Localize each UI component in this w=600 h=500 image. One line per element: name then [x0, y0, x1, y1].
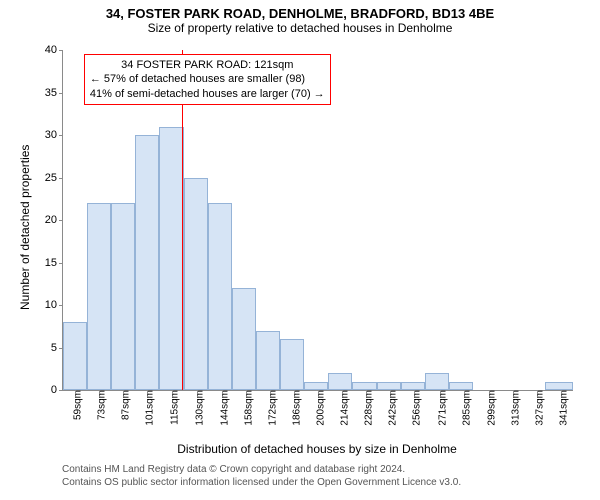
- histogram-bar: [135, 135, 159, 390]
- histogram-bar: [111, 203, 135, 390]
- histogram-bar: [352, 382, 376, 391]
- x-tick-mark: [172, 390, 173, 394]
- x-tick-mark: [489, 390, 490, 394]
- y-axis-label: Number of detached properties: [18, 145, 32, 310]
- y-tick: 20: [45, 214, 63, 226]
- x-tick: 186sqm: [285, 390, 302, 426]
- x-tick-mark: [366, 390, 367, 394]
- x-tick: 313sqm: [504, 390, 521, 426]
- histogram-bar: [304, 382, 328, 391]
- x-tick-mark: [270, 390, 271, 394]
- x-axis-label: Distribution of detached houses by size …: [62, 442, 572, 456]
- y-tick: 30: [45, 129, 63, 141]
- y-tick: 35: [45, 87, 63, 99]
- x-tick: 101sqm: [139, 390, 156, 426]
- x-tick-mark: [537, 390, 538, 394]
- x-tick-mark: [561, 390, 562, 394]
- x-tick-mark: [390, 390, 391, 394]
- histogram-bar: [401, 382, 425, 391]
- x-tick: 242sqm: [382, 390, 399, 426]
- histogram-bar: [184, 178, 208, 391]
- x-tick-mark: [513, 390, 514, 394]
- x-tick-mark: [75, 390, 76, 394]
- x-tick-mark: [197, 390, 198, 394]
- x-tick: 144sqm: [213, 390, 230, 426]
- annotation-line: 34 FOSTER PARK ROAD: 121sqm: [90, 58, 325, 72]
- annotation-line: 41% of semi-detached houses are larger (…: [90, 87, 325, 101]
- y-tick: 0: [51, 384, 63, 396]
- x-tick: 285sqm: [456, 390, 473, 426]
- x-tick-mark: [246, 390, 247, 394]
- x-tick: 271sqm: [432, 390, 449, 426]
- chart-title-line2: Size of property relative to detached ho…: [0, 21, 600, 35]
- y-tick: 5: [51, 342, 63, 354]
- footer-attribution-line1: Contains HM Land Registry data © Crown c…: [62, 464, 405, 475]
- x-tick: 59sqm: [67, 390, 84, 420]
- histogram-bar: [280, 339, 304, 390]
- histogram-bar: [232, 288, 256, 390]
- annotation-box: 34 FOSTER PARK ROAD: 121sqm← 57% of deta…: [84, 54, 331, 105]
- x-tick: 341sqm: [552, 390, 569, 426]
- x-tick: 228sqm: [358, 390, 375, 426]
- y-tick: 25: [45, 172, 63, 184]
- y-tick: 40: [45, 44, 63, 56]
- x-tick-mark: [318, 390, 319, 394]
- histogram-bar: [328, 373, 352, 390]
- x-tick-mark: [414, 390, 415, 394]
- x-tick-mark: [222, 390, 223, 394]
- annotation-line: ← 57% of detached houses are smaller (98…: [90, 72, 325, 86]
- x-tick: 256sqm: [406, 390, 423, 426]
- histogram-bar: [377, 382, 401, 391]
- x-tick-mark: [342, 390, 343, 394]
- x-tick: 214sqm: [334, 390, 351, 426]
- x-tick: 115sqm: [163, 390, 180, 425]
- x-tick-mark: [99, 390, 100, 394]
- footer-attribution-line2: Contains OS public sector information li…: [62, 477, 461, 488]
- x-tick: 200sqm: [310, 390, 327, 426]
- histogram-bar: [545, 382, 573, 391]
- x-tick: 158sqm: [237, 390, 254, 426]
- x-tick: 299sqm: [480, 390, 497, 426]
- histogram-bar: [63, 322, 87, 390]
- x-tick: 73sqm: [91, 390, 108, 420]
- y-tick: 15: [45, 257, 63, 269]
- histogram-bar: [87, 203, 111, 390]
- histogram-bar: [449, 382, 473, 391]
- x-tick: 172sqm: [261, 390, 278, 426]
- histogram-bar: [159, 127, 183, 391]
- x-tick-mark: [464, 390, 465, 394]
- x-tick: 87sqm: [115, 390, 132, 420]
- histogram-bar: [425, 373, 449, 390]
- x-tick: 327sqm: [528, 390, 545, 426]
- y-tick: 10: [45, 299, 63, 311]
- x-tick: 130sqm: [189, 390, 206, 426]
- histogram-bar: [208, 203, 232, 390]
- histogram-bar: [256, 331, 280, 391]
- x-tick-mark: [294, 390, 295, 394]
- plot-area: 051015202530354059sqm73sqm87sqm101sqm115…: [62, 50, 573, 391]
- x-tick-mark: [147, 390, 148, 394]
- x-tick-mark: [123, 390, 124, 394]
- x-tick-mark: [440, 390, 441, 394]
- chart-title-line1: 34, FOSTER PARK ROAD, DENHOLME, BRADFORD…: [0, 0, 600, 21]
